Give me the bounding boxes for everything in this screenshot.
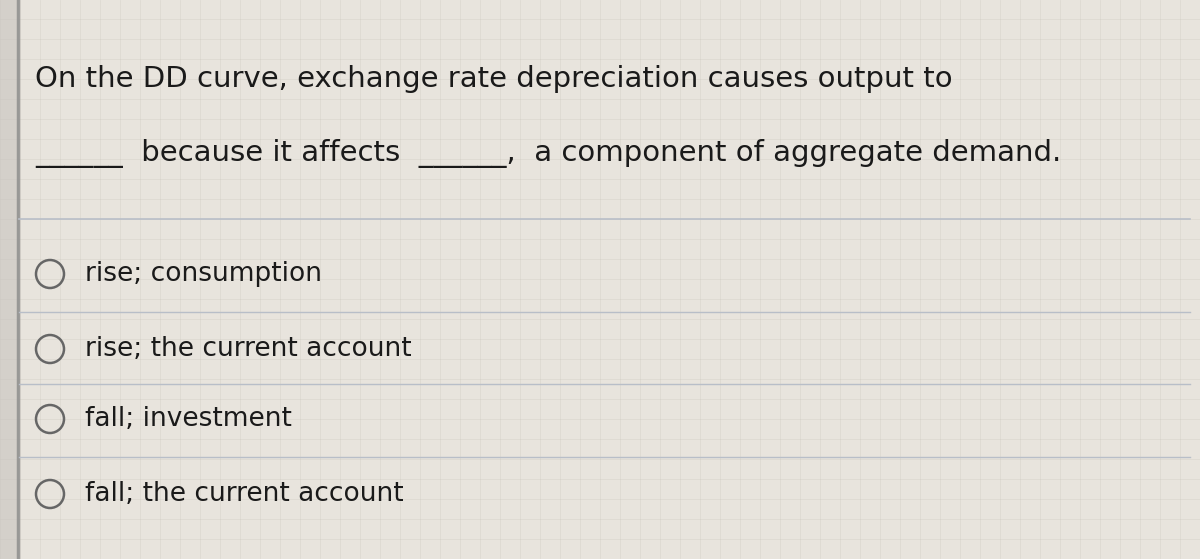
Text: rise; the current account: rise; the current account [85, 336, 412, 362]
FancyBboxPatch shape [19, 0, 1200, 559]
Text: fall; investment: fall; investment [85, 406, 292, 432]
Text: On the DD curve, exchange rate depreciation causes output to: On the DD curve, exchange rate depreciat… [35, 65, 953, 93]
Text: ______  because it affects  ______,  a component of aggregate demand.: ______ because it affects ______, a comp… [35, 140, 1061, 168]
Text: fall; the current account: fall; the current account [85, 481, 403, 507]
Text: rise; consumption: rise; consumption [85, 261, 322, 287]
